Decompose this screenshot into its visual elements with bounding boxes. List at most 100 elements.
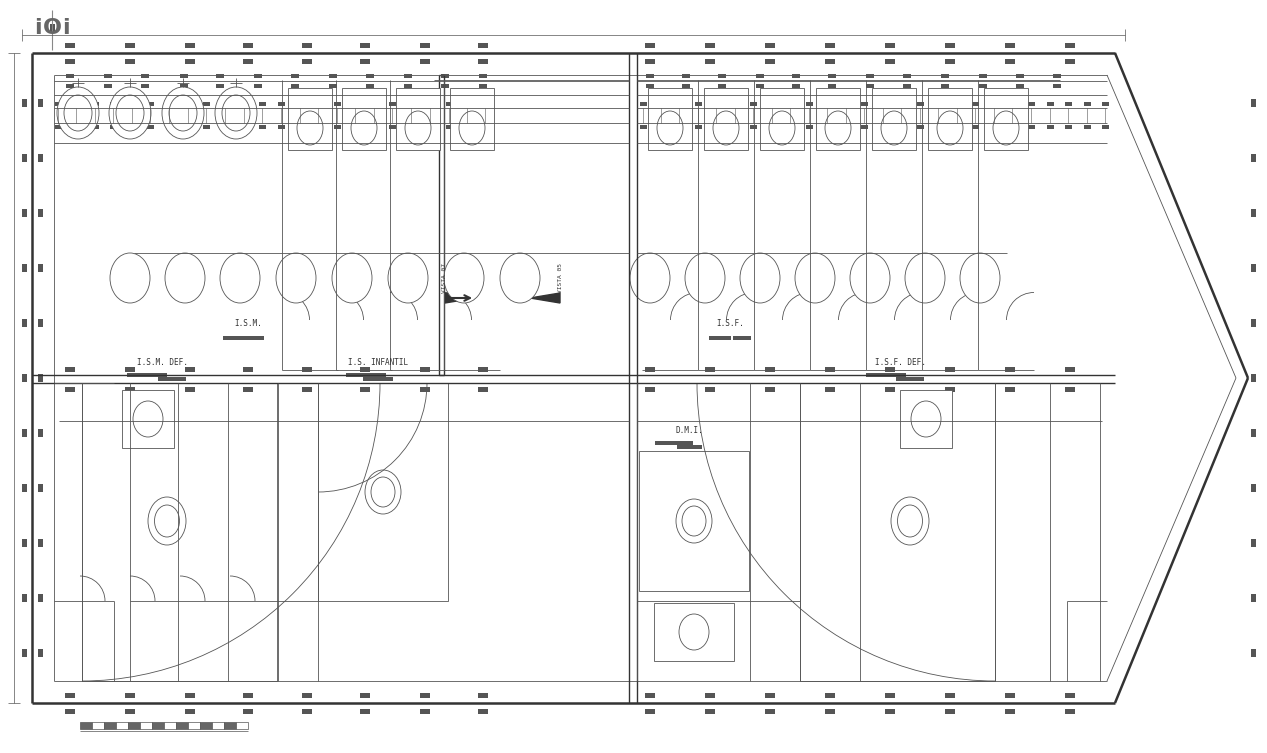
Bar [704,386,715,392]
Bar [478,693,488,697]
Bar [188,722,200,729]
Bar [645,367,655,371]
Bar [886,709,895,714]
Bar [419,709,430,714]
Text: I.S.F. DEF.: I.S.F. DEF. [874,358,925,367]
Bar [185,367,195,371]
Bar [38,594,43,602]
Bar [765,42,775,47]
Bar [397,88,440,150]
Bar [1251,264,1256,272]
Bar [787,125,793,129]
Bar [346,373,386,377]
Bar [704,88,748,150]
Ellipse shape [110,253,150,303]
Bar [333,125,341,129]
Bar [1251,484,1256,492]
Bar [756,84,764,88]
Bar [438,75,443,375]
Bar [446,102,452,106]
Bar [92,722,104,729]
Bar [1101,102,1109,106]
Bar [694,102,702,106]
Text: VISTA 07: VISTA 07 [442,263,447,293]
Bar [38,484,43,492]
Bar [1251,594,1256,602]
Bar [329,84,337,88]
Bar [806,102,812,106]
Bar [694,125,702,129]
Bar [769,125,775,129]
Bar [896,377,924,381]
Bar [1083,125,1091,129]
Bar [302,367,312,371]
Bar [125,42,136,47]
Bar [109,125,117,129]
Bar [302,709,312,714]
Bar [1053,84,1060,88]
Bar [654,603,734,661]
Bar [825,42,835,47]
Bar [645,386,655,392]
Bar [945,709,955,714]
Bar [104,84,111,88]
Bar [645,42,655,47]
Bar [1066,386,1074,392]
Bar [941,74,949,78]
Bar [1005,59,1015,63]
Ellipse shape [109,87,151,139]
Bar [478,367,488,371]
Bar [125,367,136,371]
Bar [867,373,906,377]
Bar [54,102,62,106]
Bar [769,102,775,106]
Ellipse shape [891,497,929,545]
Bar [66,84,73,88]
Bar [675,125,683,129]
Bar [897,102,905,106]
Bar [916,102,924,106]
Ellipse shape [500,253,540,303]
Bar [370,125,378,129]
Bar [364,377,393,381]
Bar [979,84,987,88]
Bar [1251,649,1256,657]
Bar [141,84,150,88]
Ellipse shape [685,253,725,303]
Bar [22,539,27,547]
Bar [128,125,136,129]
Bar [829,74,836,78]
Bar [314,102,322,106]
Bar [185,693,195,697]
Bar [296,125,304,129]
Bar [38,209,43,217]
Bar [1047,125,1053,129]
Bar [645,693,655,697]
Bar [945,367,955,371]
Bar [756,74,764,78]
Bar [464,102,470,106]
Bar [640,102,646,106]
Bar [419,367,430,371]
Bar [185,125,191,129]
Bar [792,84,799,88]
Bar [65,709,75,714]
Bar [141,74,150,78]
Bar [38,539,43,547]
Bar [441,84,449,88]
Bar [816,88,860,150]
Bar [117,722,128,729]
Bar [253,84,262,88]
Bar [22,154,27,162]
Bar [1066,59,1074,63]
Bar [824,102,830,106]
Bar [825,367,835,371]
Text: i: i [34,18,42,38]
Bar [128,722,139,729]
Bar [22,209,27,217]
Bar [481,125,489,129]
Bar [147,125,153,129]
Bar [302,59,312,63]
Bar [640,125,646,129]
Bar [65,386,75,392]
